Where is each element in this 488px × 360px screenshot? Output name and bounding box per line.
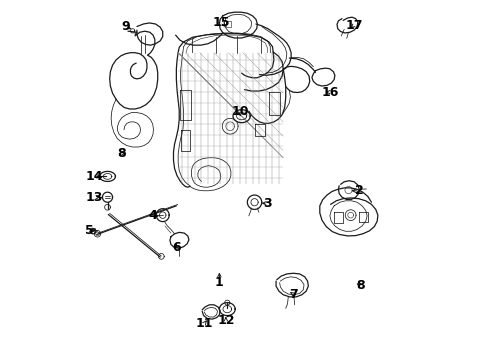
Text: 8: 8 bbox=[356, 279, 365, 292]
Text: 2: 2 bbox=[354, 184, 363, 197]
Text: 17: 17 bbox=[345, 19, 362, 32]
Text: 8: 8 bbox=[117, 147, 126, 159]
Text: 1: 1 bbox=[215, 276, 224, 289]
Text: 11: 11 bbox=[195, 317, 213, 330]
Text: 13: 13 bbox=[86, 191, 103, 204]
Text: 15: 15 bbox=[212, 17, 230, 30]
Text: 10: 10 bbox=[231, 105, 248, 118]
Text: 7: 7 bbox=[289, 288, 298, 301]
Text: 9: 9 bbox=[121, 20, 129, 33]
Text: 16: 16 bbox=[321, 86, 339, 99]
Text: 3: 3 bbox=[263, 197, 271, 210]
Text: 5: 5 bbox=[85, 224, 94, 237]
Text: 4: 4 bbox=[148, 210, 157, 222]
Text: 6: 6 bbox=[172, 241, 180, 254]
Text: 14: 14 bbox=[86, 170, 103, 183]
Text: 12: 12 bbox=[217, 314, 234, 328]
